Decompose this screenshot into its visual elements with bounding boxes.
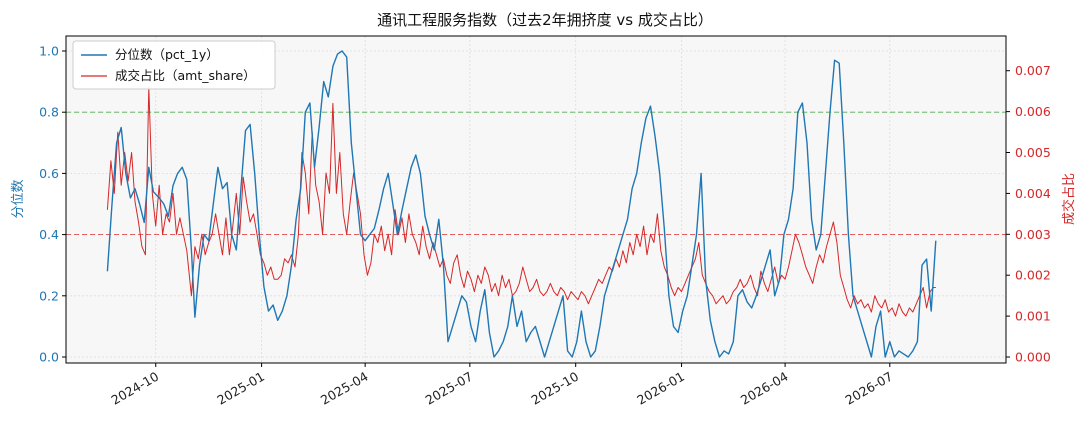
right-tick-label: 0.007 <box>1015 63 1051 78</box>
plot-background <box>66 36 1006 363</box>
x-tick-label: 2024-10 <box>109 369 162 408</box>
legend-label-amt: 成交占比（amt_share） <box>115 68 256 83</box>
right-tick-label: 0.003 <box>1015 227 1051 242</box>
legend-box <box>72 40 276 90</box>
right-axis: 0.000 0.001 0.002 0.003 0.004 0.005 0.006 0.007 <box>1006 63 1051 365</box>
right-tick-label: 0.000 <box>1015 350 1051 365</box>
right-tick-label: 0.001 <box>1015 309 1051 324</box>
series-line-pct <box>106 50 937 358</box>
left-axis: 0.0 0.2 0.4 0.6 0.8 1.0 <box>39 44 66 365</box>
right-tick-label: 0.004 <box>1015 186 1051 201</box>
plot-frame <box>65 35 1007 364</box>
left-tick-label: 1.0 <box>39 44 59 59</box>
left-tick-label: 0.8 <box>39 105 59 120</box>
chart-title: 通讯工程服务指数（过去2年拥挤度 vs 成交占比） <box>377 11 713 29</box>
reference-lines <box>66 111 1006 236</box>
right-axis-label: 成交占比 <box>1061 173 1077 225</box>
x-tick-label: 2025-07 <box>423 369 476 408</box>
right-tick-label: 0.006 <box>1015 104 1051 119</box>
series-line-amt <box>106 86 936 317</box>
legend: 分位数（pct_1y） 成交占比（amt_share） <box>72 40 276 90</box>
x-tick-label: 2025-01 <box>214 369 267 408</box>
x-tick-label: 2026-04 <box>738 369 791 408</box>
right-tick-label: 0.002 <box>1015 268 1051 283</box>
x-tick-label: 2026-07 <box>843 369 896 408</box>
left-tick-label: 0.0 <box>39 350 59 365</box>
left-tick-label: 0.2 <box>39 288 59 303</box>
series-layer <box>106 50 937 358</box>
legend-label-pct: 分位数（pct_1y） <box>115 47 219 62</box>
x-tick-label: 2025-04 <box>318 369 371 408</box>
x-tick-label: 2025-10 <box>528 369 581 408</box>
right-tick-label: 0.005 <box>1015 145 1051 160</box>
left-tick-label: 0.6 <box>39 166 59 181</box>
left-tick-label: 0.4 <box>39 227 59 242</box>
x-tick-label: 2026-01 <box>634 369 687 408</box>
left-axis-label: 分位数 <box>11 179 26 218</box>
x-axis: 2024-10 2025-01 2025-04 2025-07 2025-10 2026-… <box>109 363 896 408</box>
